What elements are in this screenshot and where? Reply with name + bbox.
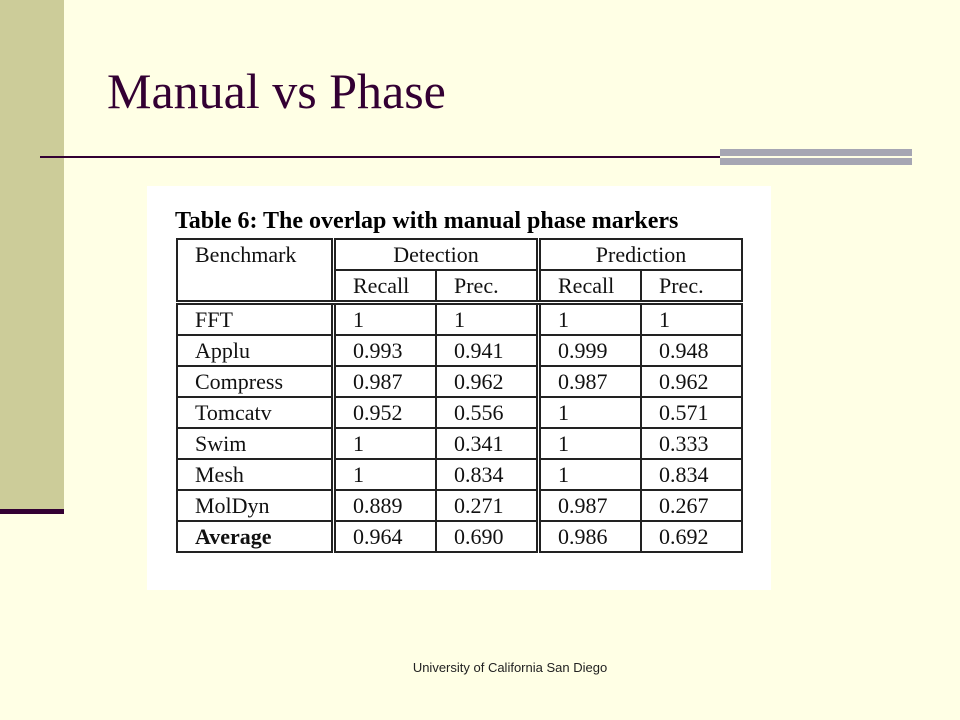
left-bar-accent-line xyxy=(0,509,64,514)
row-benchmark-name: Swim xyxy=(176,427,335,460)
table-header-row: Benchmark Detection Prediction xyxy=(176,238,743,305)
table-image-panel: Table 6: The overlap with manual phase m… xyxy=(147,186,771,590)
row-value-cell: 1 xyxy=(331,458,437,491)
row-benchmark-name: Mesh xyxy=(176,458,335,491)
row-value-cell: 0.571 xyxy=(640,396,743,429)
header-benchmark: Benchmark xyxy=(176,238,335,305)
subheader-detection-prec: Prec. xyxy=(435,269,540,305)
subheader-prediction-recall: Recall xyxy=(536,269,642,305)
header-detection: Detection xyxy=(331,238,540,271)
title-underline xyxy=(40,156,912,158)
row-value-cell: 0.999 xyxy=(536,334,642,367)
table-caption: Table 6: The overlap with manual phase m… xyxy=(175,208,679,234)
slide-title: Manual vs Phase xyxy=(107,63,446,119)
left-decorative-bar xyxy=(0,0,64,512)
row-value-cell: 1 xyxy=(640,301,743,336)
slide-footer: University of California San Diego xyxy=(412,660,608,675)
row-value-cell: 1 xyxy=(536,458,642,491)
title-underline-accent xyxy=(720,149,912,165)
row-value-cell: 1 xyxy=(331,301,437,336)
row-value-cell: 0.267 xyxy=(640,489,743,522)
row-value-cell: 0.964 xyxy=(331,520,437,553)
row-value-cell: 0.834 xyxy=(435,458,540,491)
row-value-cell: 0.987 xyxy=(536,365,642,398)
table-row: Average 0.964 0.690 0.986 0.692 xyxy=(176,520,743,553)
row-value-cell: 0.941 xyxy=(435,334,540,367)
header-prediction: Prediction xyxy=(536,238,743,271)
overlap-table: Benchmark Detection Prediction Recall Pr… xyxy=(176,238,743,553)
row-value-cell: 0.271 xyxy=(435,489,540,522)
row-value-cell: 0.986 xyxy=(536,520,642,553)
row-benchmark-name: FFT xyxy=(176,301,335,336)
table-row: FFT 1 1 1 1 xyxy=(176,301,743,336)
row-value-cell: 0.834 xyxy=(640,458,743,491)
row-value-cell: 0.690 xyxy=(435,520,540,553)
row-value-cell: 0.556 xyxy=(435,396,540,429)
row-value-cell: 0.987 xyxy=(536,489,642,522)
table-row: Tomcatv 0.952 0.556 1 0.571 xyxy=(176,396,743,429)
table-row: Applu 0.993 0.941 0.999 0.948 xyxy=(176,334,743,367)
row-benchmark-name: Tomcatv xyxy=(176,396,335,429)
row-value-cell: 1 xyxy=(435,301,540,336)
table-row: MolDyn 0.889 0.271 0.987 0.267 xyxy=(176,489,743,522)
row-value-cell: 0.692 xyxy=(640,520,743,553)
row-value-cell: 0.962 xyxy=(435,365,540,398)
row-value-cell: 1 xyxy=(536,396,642,429)
subheader-prediction-prec: Prec. xyxy=(640,269,743,305)
row-value-cell: 0.962 xyxy=(640,365,743,398)
row-value-cell: 0.952 xyxy=(331,396,437,429)
row-value-cell: 0.341 xyxy=(435,427,540,460)
row-benchmark-name: Average xyxy=(176,520,335,553)
row-value-cell: 0.993 xyxy=(331,334,437,367)
table-row: Compress 0.987 0.962 0.987 0.962 xyxy=(176,365,743,398)
row-benchmark-name: Compress xyxy=(176,365,335,398)
table-subheader-row: Recall Prec. Recall Prec. xyxy=(177,269,743,305)
table-row: Swim 1 0.341 1 0.333 xyxy=(176,427,743,460)
row-value-cell: 1 xyxy=(536,301,642,336)
row-value-cell: 0.889 xyxy=(331,489,437,522)
row-value-cell: 1 xyxy=(331,427,437,460)
row-benchmark-name: MolDyn xyxy=(176,489,335,522)
table-row: Mesh 1 0.834 1 0.834 xyxy=(176,458,743,491)
subheader-detection-recall: Recall xyxy=(331,269,437,305)
table-body: FFT 1 1 1 1 Applu 0.993 0.941 0.999 0.948 Compress… xyxy=(176,301,743,553)
row-value-cell: 0.333 xyxy=(640,427,743,460)
row-benchmark-name: Applu xyxy=(176,334,335,367)
row-value-cell: 0.987 xyxy=(331,365,437,398)
row-value-cell: 0.948 xyxy=(640,334,743,367)
row-value-cell: 1 xyxy=(536,427,642,460)
